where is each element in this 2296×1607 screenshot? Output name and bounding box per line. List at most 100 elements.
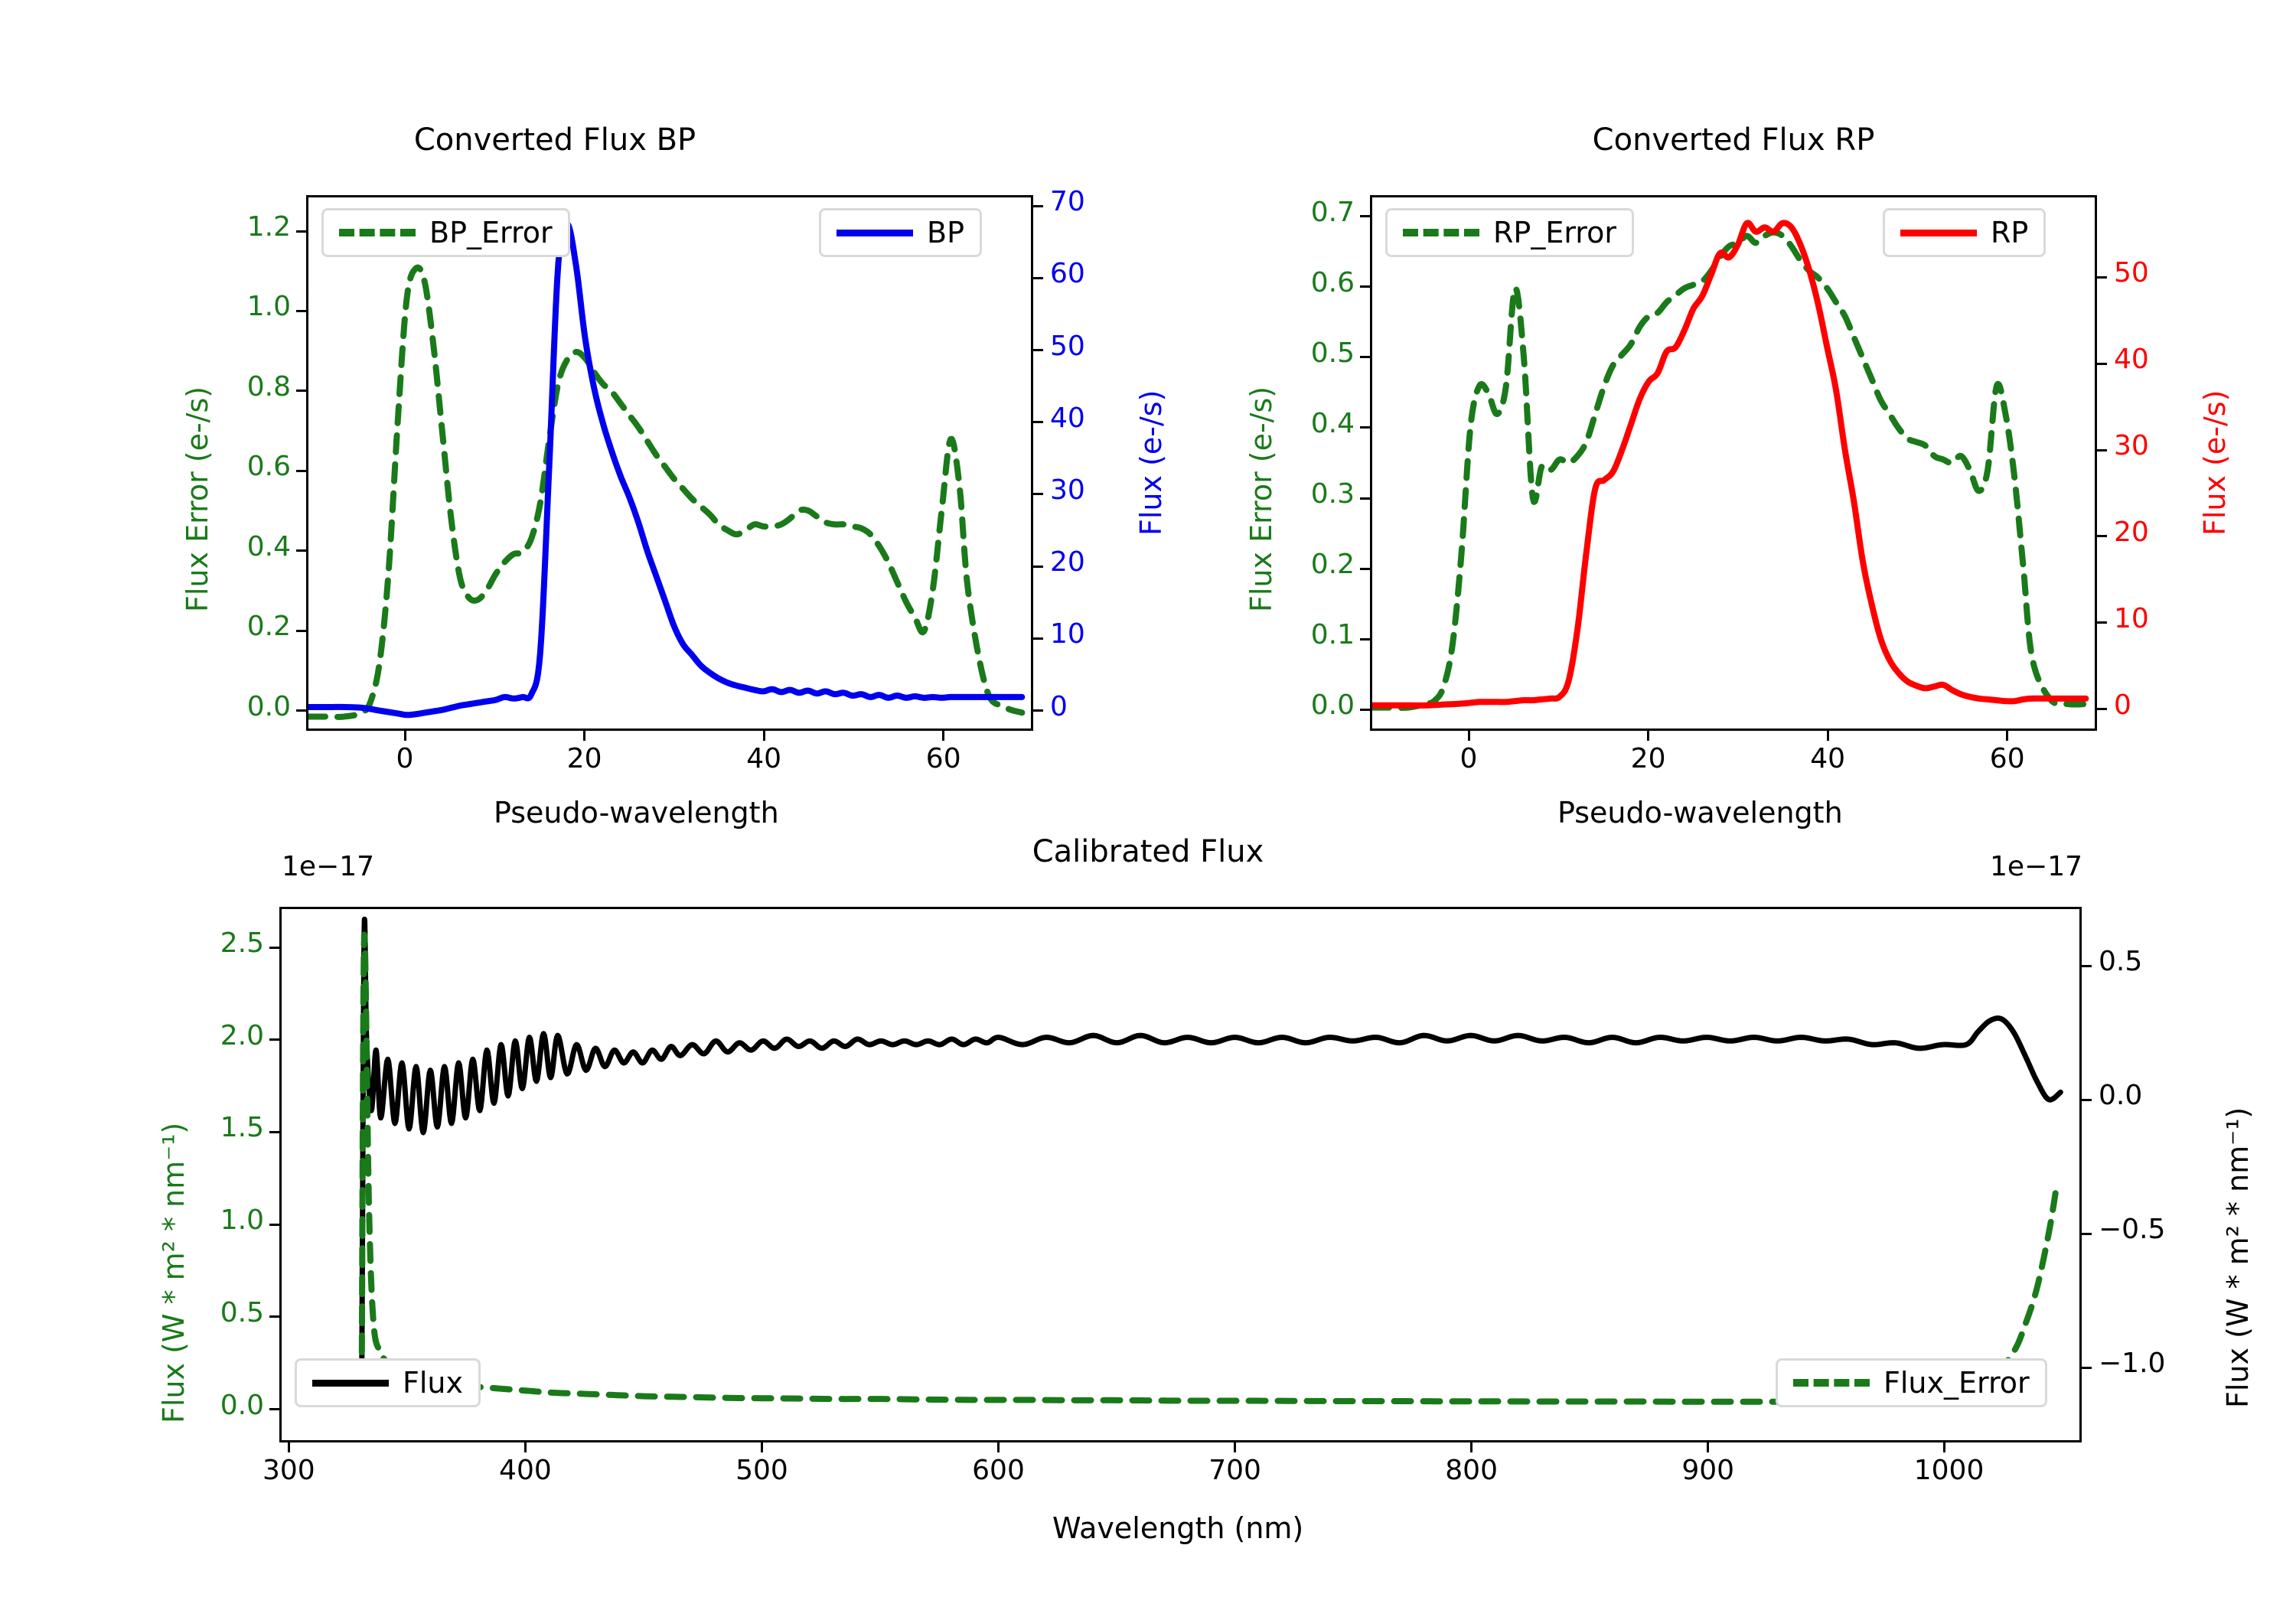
calibrated-error-legend-label: Flux_Error: [1883, 1366, 2030, 1400]
cf-xtick-0: 300: [263, 1455, 315, 1486]
cf-xtick-mark-1: [523, 1442, 527, 1452]
rp-ytick-left-mark-6: [1360, 285, 1370, 288]
rp-ytick-left-mark-1: [1360, 637, 1370, 641]
bp-legend-error[interactable]: BP_Error: [321, 208, 570, 257]
cf-ytick-left-3: 1.5: [220, 1112, 264, 1144]
rp-error-legend-swatch: [1403, 229, 1479, 236]
bp-panel-title: Converted Flux BP: [413, 122, 696, 158]
cf-ytick-left-4: 2.0: [220, 1019, 264, 1051]
cf-xtick-mark-0: [287, 1442, 290, 1452]
bp-error-legend-label: BP_Error: [429, 216, 553, 249]
rp-ytick-right-mark-5: [2097, 275, 2107, 279]
rp-ytick-right-3: 30: [2114, 430, 2149, 462]
bp-ytick-left-5: 1.0: [246, 291, 291, 323]
cf-xtick-mark-5: [1470, 1442, 1473, 1452]
rp-xtick-mark-2: [1826, 731, 1829, 741]
rp-ytick-right-2: 20: [2114, 516, 2149, 548]
bp-xtick-2: 40: [746, 743, 782, 774]
bp-xtick-3: 60: [925, 743, 961, 774]
rp-ytick-left-mark-0: [1360, 708, 1370, 711]
bp-ytick-right-6: 60: [1050, 258, 1085, 290]
bp-x-axis-label: Pseudo-wavelength: [494, 796, 779, 830]
rp-right-y-axis-label: Flux (e-/s): [2198, 390, 2232, 536]
bp-ytick-left-mark-4: [296, 390, 306, 393]
calibrated-legend-error[interactable]: Flux_Error: [1776, 1358, 2047, 1407]
bp-legend-flux[interactable]: BP: [819, 208, 982, 257]
rp-ytick-right-5: 50: [2114, 257, 2149, 289]
rp-flux-legend-label: RP: [1991, 216, 2029, 249]
calibrated-right-y-axis-label: Flux (W * m² * nm⁻¹): [2221, 1107, 2255, 1408]
cf-xtick-4: 700: [1208, 1455, 1261, 1486]
cf-ytick-right-2: 0.0: [2099, 1080, 2143, 1111]
rp-x-axis-label: Pseudo-wavelength: [1557, 796, 1843, 830]
rp-xtick-3: 60: [1989, 743, 2025, 774]
calibrated-flux-legend-label: Flux: [403, 1366, 463, 1400]
rp-left-y-axis-label: Flux Error (e-/s): [1244, 386, 1278, 612]
bp-ytick-right-1: 10: [1050, 618, 1085, 650]
cf-ytick-right-0: −1.0: [2099, 1348, 2166, 1379]
rp-xtick-1: 20: [1630, 743, 1666, 774]
calibrated-legend-flux[interactable]: Flux: [295, 1358, 481, 1407]
calibrated-left-offset-text: 1e−17: [282, 851, 375, 882]
bp-ytick-right-mark-1: [1033, 637, 1043, 640]
rp-legend-error[interactable]: RP_Error: [1385, 208, 1634, 257]
rp-ytick-left-mark-5: [1360, 356, 1370, 359]
bp-ytick-left-mark-2: [296, 549, 306, 553]
rp-panel-title: Converted Flux RP: [1592, 122, 1875, 158]
bp-ytick-right-0: 0: [1050, 690, 1068, 722]
rp-xtick-mark-3: [2006, 731, 2009, 741]
rp-plot-area: [1370, 195, 2097, 731]
cf-ytick-left-mark-3: [269, 1130, 279, 1133]
cf-xtick-mark-6: [1707, 1442, 1710, 1452]
rp-ytick-right-1: 10: [2114, 602, 2149, 634]
rp-ytick-left-2: 0.2: [1310, 549, 1355, 581]
bp-flux-legend-swatch: [837, 229, 913, 236]
bp-ytick-right-mark-5: [1033, 349, 1043, 352]
rp-legend-flux[interactable]: RP: [1883, 208, 2047, 257]
bp-ytick-left-4: 0.8: [246, 370, 291, 403]
bp-xtick-mark-3: [942, 731, 945, 741]
bp-ytick-right-7: 70: [1050, 186, 1085, 218]
rp-ytick-left-5: 0.5: [1310, 337, 1355, 369]
cf-ytick-left-mark-2: [269, 1223, 279, 1226]
bp-plot-area: [306, 195, 1033, 731]
rp-ytick-right-4: 40: [2114, 344, 2149, 376]
cf-ytick-right-mark-2: [2082, 1098, 2092, 1101]
rp-ytick-left-6: 0.6: [1310, 266, 1355, 298]
bp-chart-svg: [308, 220, 1026, 720]
rp-chart-svg: [1372, 220, 2089, 711]
calibrated-flux-legend-swatch: [312, 1379, 389, 1387]
bp-xtick-mark-2: [762, 731, 765, 741]
bp-flux-legend-label: BP: [927, 216, 964, 249]
cf-ytick-right-3: 0.5: [2099, 946, 2143, 977]
bp-ytick-left-mark-5: [296, 309, 306, 312]
bp-ytick-left-2: 0.4: [246, 530, 291, 562]
bp-left-y-axis-label: Flux Error (e-/s): [181, 386, 214, 612]
bp-ytick-left-0: 0.0: [246, 690, 291, 722]
bp-ytick-left-3: 0.6: [246, 451, 291, 483]
bp-ytick-left-1: 0.2: [246, 611, 291, 643]
rp-ytick-left-mark-2: [1360, 567, 1370, 570]
calibrated-x-axis-label: Wavelength (nm): [1052, 1511, 1304, 1545]
bp-ytick-right-mark-0: [1033, 709, 1043, 712]
rp-ytick-right-mark-3: [2097, 448, 2107, 451]
cf-ytick-right-mark-1: [2082, 1232, 2092, 1235]
bp-ytick-right-5: 50: [1050, 330, 1085, 362]
bp-ytick-left-6: 1.2: [246, 211, 291, 243]
bp-xtick-0: 0: [396, 743, 414, 774]
rp-ytick-left-mark-7: [1360, 215, 1370, 218]
cf-ytick-left-1: 0.5: [220, 1296, 264, 1328]
rp-ytick-right-0: 0: [2114, 689, 2131, 721]
bp-xtick-1: 20: [566, 743, 602, 774]
cf-xtick-5: 800: [1445, 1455, 1498, 1486]
rp-ytick-right-mark-1: [2097, 621, 2107, 624]
cf-ytick-right-mark-0: [2082, 1366, 2092, 1369]
cf-xtick-7: 1000: [1913, 1455, 1985, 1486]
rp-xtick-mark-0: [1467, 731, 1470, 741]
cf-xtick-2: 500: [735, 1455, 788, 1486]
cf-ytick-left-mark-4: [269, 1038, 279, 1041]
rp-ytick-right-mark-4: [2097, 362, 2107, 365]
cf-xtick-mark-7: [1943, 1442, 1946, 1452]
rp-ytick-left-1: 0.1: [1310, 619, 1355, 651]
bp-ytick-right-mark-3: [1033, 493, 1043, 496]
